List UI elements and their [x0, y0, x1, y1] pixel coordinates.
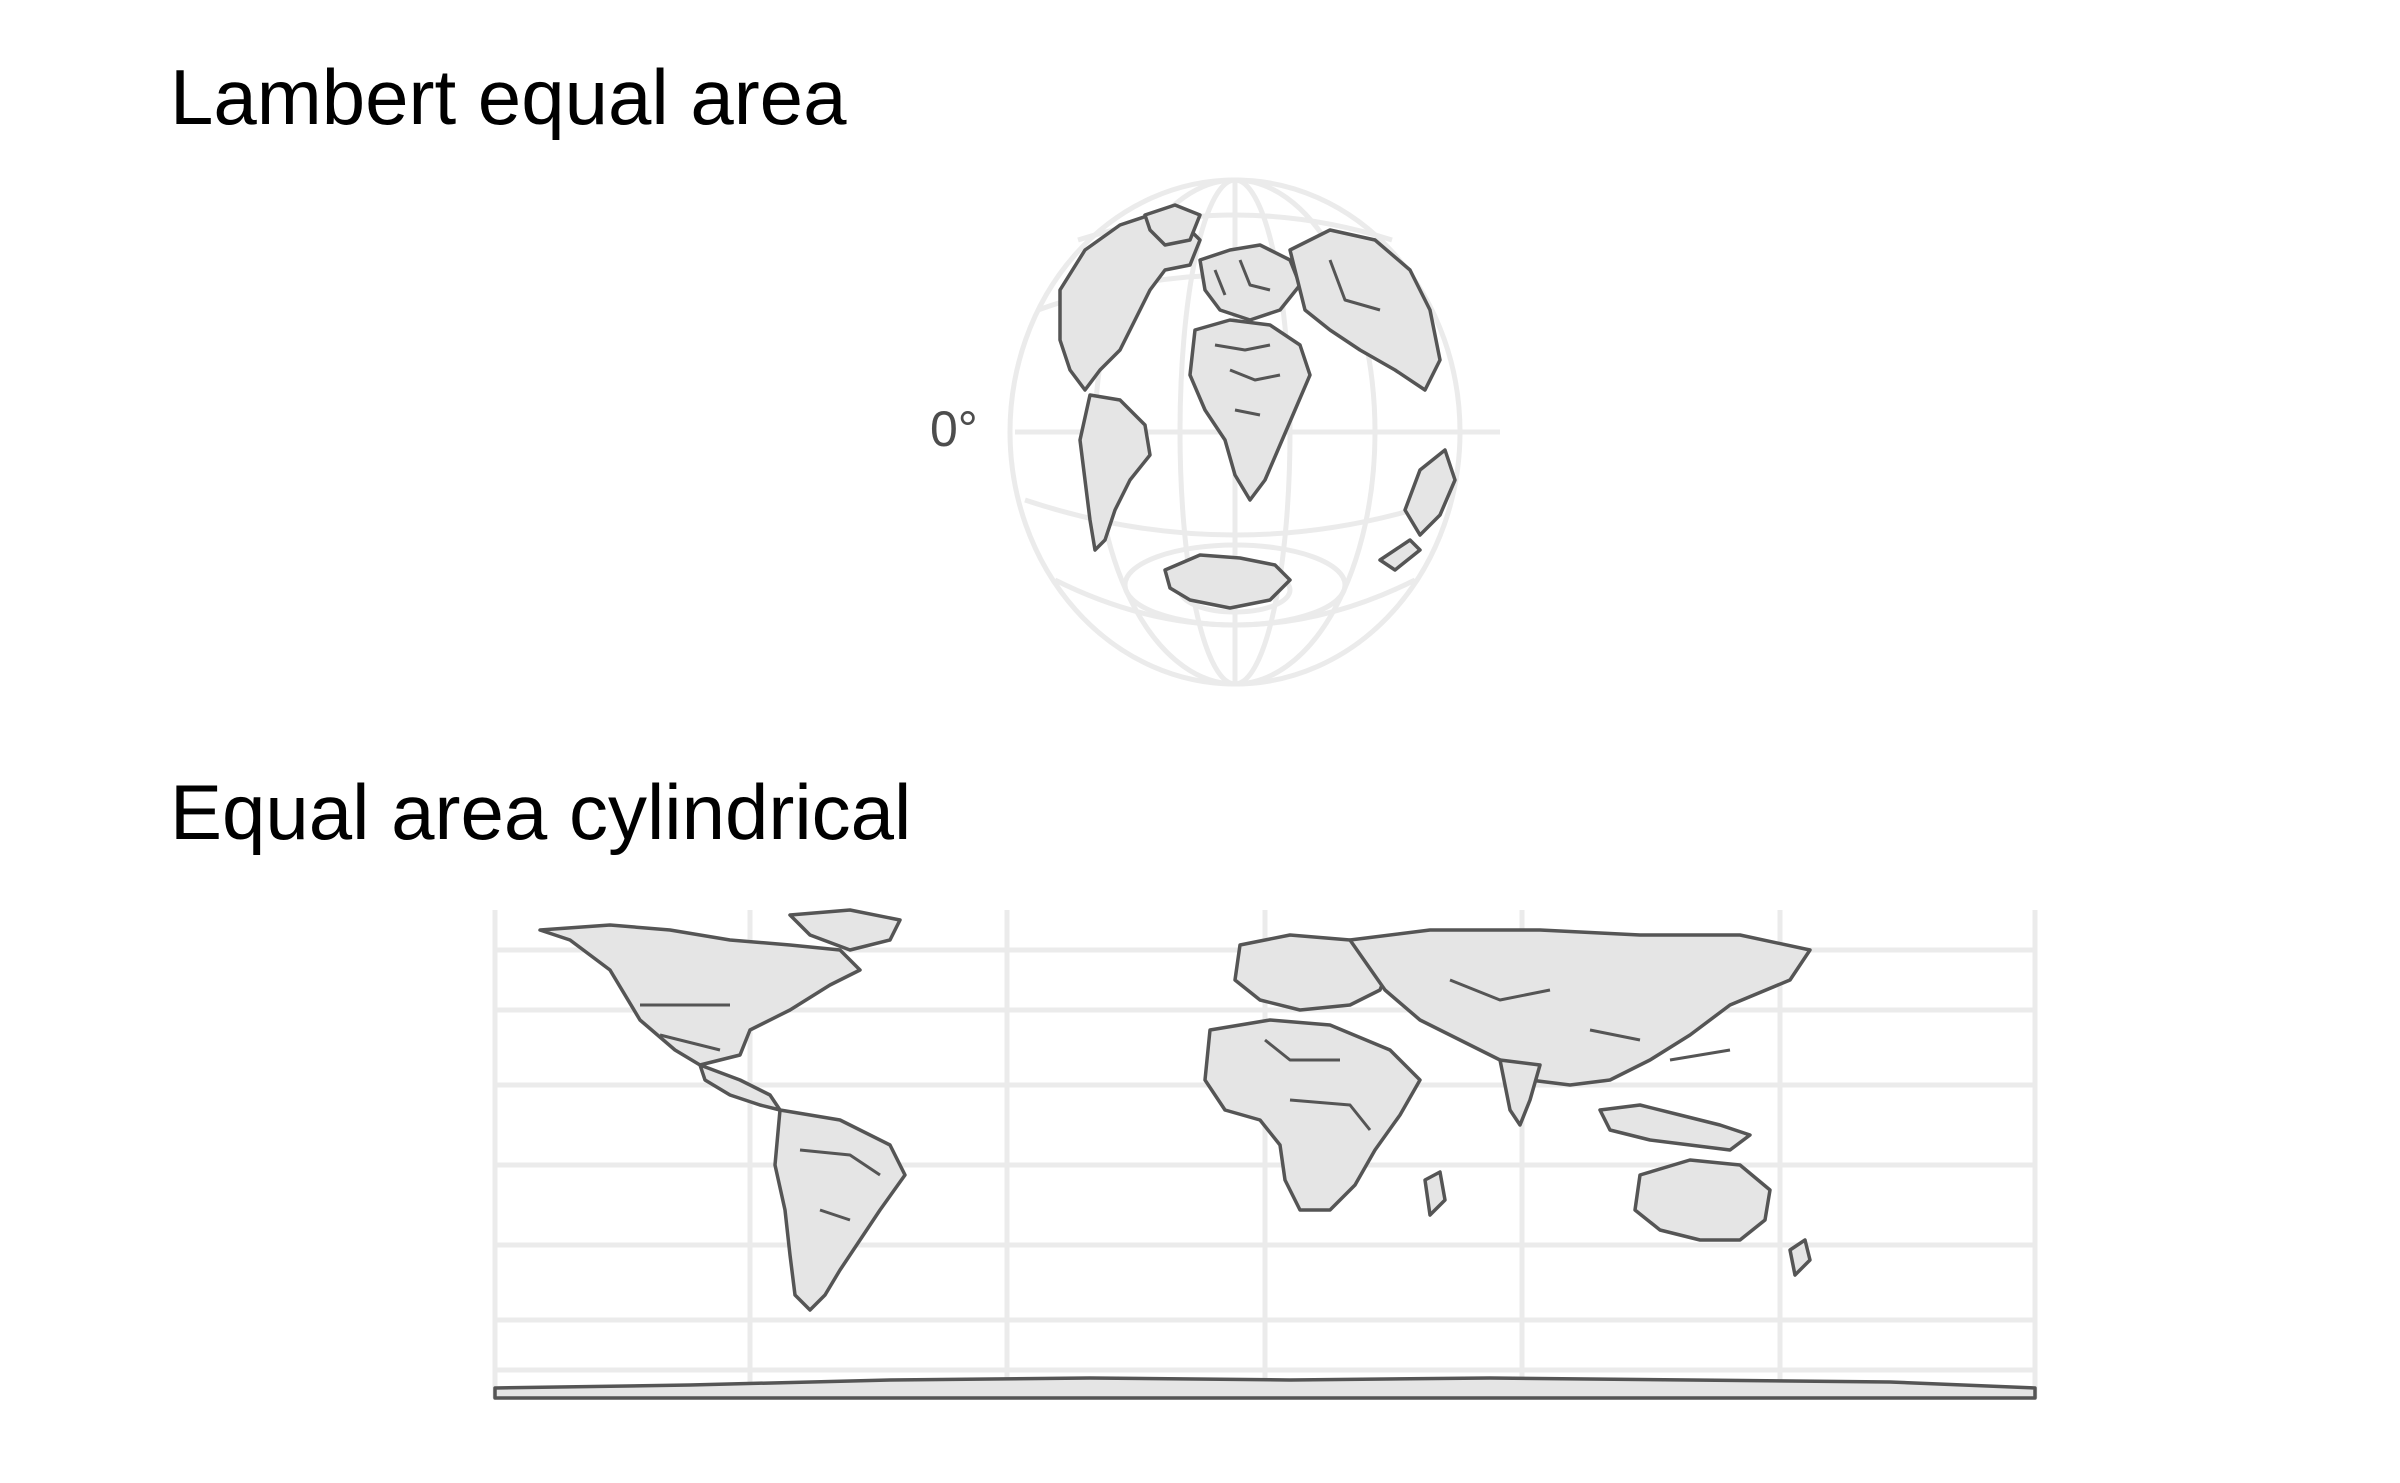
panel-title-cylindrical: Equal area cylindrical: [170, 768, 912, 856]
lambert-globe-map: [1007, 177, 1500, 687]
cylindrical-landmasses: [493, 908, 2037, 1400]
latitude-label-equator: 0°: [930, 401, 978, 457]
panel-title-lambert: Lambert equal area: [170, 53, 847, 141]
globe-landmasses: [1058, 203, 1457, 610]
globe-borders: [1213, 259, 1381, 417]
cylindrical-borders: [640, 978, 1731, 1222]
cylindrical-map: [492, 908, 2038, 1400]
